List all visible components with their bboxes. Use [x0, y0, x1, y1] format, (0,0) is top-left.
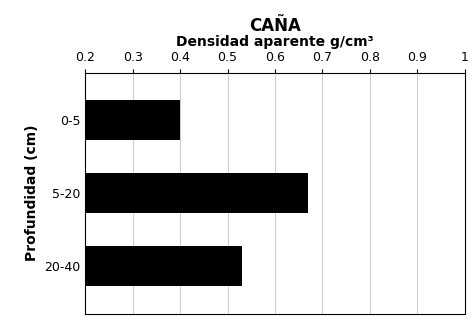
Bar [85, 100, 180, 140]
Y-axis label: Profundidad (cm): Profundidad (cm) [25, 125, 39, 261]
Title: CAÑA: CAÑA [249, 17, 301, 35]
Bar [85, 246, 242, 286]
Bar [85, 173, 308, 213]
X-axis label: Densidad aparente g/cm³: Densidad aparente g/cm³ [176, 35, 374, 50]
